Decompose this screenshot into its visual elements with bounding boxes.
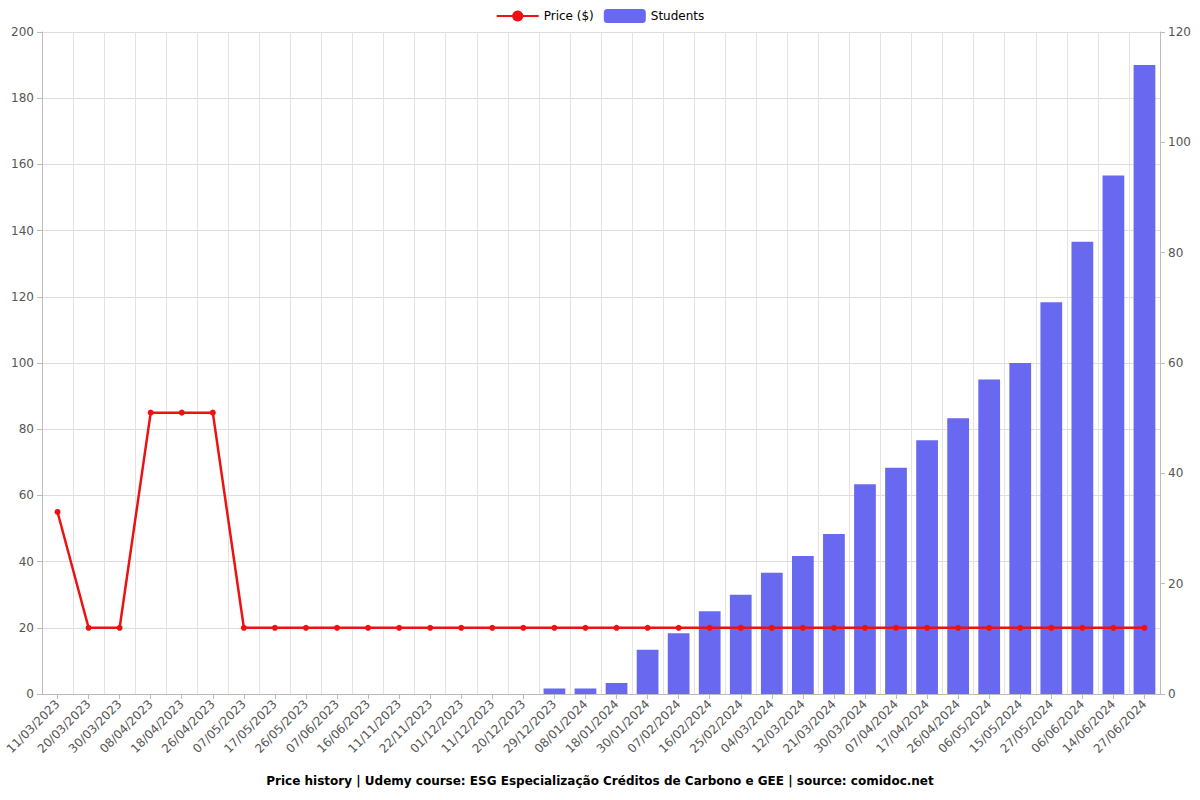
svg-text:80: 80 [1168,246,1183,260]
svg-text:11/12/2023: 11/12/2023 [438,697,498,756]
svg-text:18/01/2024: 18/01/2024 [562,697,622,756]
svg-text:30/03/2024: 30/03/2024 [811,697,870,756]
svg-text:20: 20 [1168,577,1183,591]
svg-text:07/04/2024: 07/04/2024 [842,697,901,756]
svg-text:06/05/2024: 06/05/2024 [935,697,995,756]
svg-text:25/02/2024: 25/02/2024 [687,697,746,756]
svg-text:08/04/2023: 08/04/2023 [96,697,156,756]
svg-text:120: 120 [1168,25,1191,39]
svg-text:20/12/2023: 20/12/2023 [469,697,529,756]
svg-text:27/06/2024: 27/06/2024 [1091,697,1150,756]
svg-text:200: 200 [11,25,34,39]
svg-text:22/11/2023: 22/11/2023 [376,697,436,756]
svg-text:07/06/2023: 07/06/2023 [283,697,342,756]
svg-text:06/06/2024: 06/06/2024 [1028,697,1088,756]
svg-text:100: 100 [11,356,34,370]
svg-text:26/04/2023: 26/04/2023 [159,697,218,756]
svg-text:07/02/2024: 07/02/2024 [624,697,684,756]
svg-text:18/04/2023: 18/04/2023 [128,697,187,756]
svg-text:14/06/2024: 14/06/2024 [1059,697,1119,756]
svg-text:16/02/2024: 16/02/2024 [655,697,715,756]
svg-text:60: 60 [19,488,34,502]
svg-text:29/12/2023: 29/12/2023 [500,697,560,756]
svg-text:20/03/2023: 20/03/2023 [34,697,94,756]
svg-text:40: 40 [1168,466,1183,480]
svg-text:Students: Students [651,9,705,23]
svg-text:30/03/2023: 30/03/2023 [65,697,125,756]
svg-text:07/05/2023: 07/05/2023 [190,697,249,756]
svg-text:01/12/2023: 01/12/2023 [407,697,467,756]
svg-text:Price ($): Price ($) [544,9,594,23]
svg-text:100: 100 [1168,135,1191,149]
svg-text:17/04/2024: 17/04/2024 [873,697,932,756]
svg-text:0: 0 [26,687,34,701]
svg-text:0: 0 [1168,687,1176,701]
svg-text:180: 180 [11,91,34,105]
svg-text:11/11/2023: 11/11/2023 [345,697,405,756]
svg-text:16/06/2023: 16/06/2023 [314,697,373,756]
svg-text:40: 40 [19,555,34,569]
svg-text:12/03/2024: 12/03/2024 [749,697,808,756]
svg-text:60: 60 [1168,356,1183,370]
svg-text:160: 160 [11,157,34,171]
svg-text:21/03/2024: 21/03/2024 [780,697,839,756]
svg-text:27/05/2024: 27/05/2024 [997,697,1057,756]
svg-text:120: 120 [11,290,34,304]
svg-text:140: 140 [11,224,34,238]
svg-text:26/04/2024: 26/04/2024 [904,697,964,756]
svg-text:20: 20 [19,621,34,635]
svg-text:26/05/2023: 26/05/2023 [252,697,311,756]
svg-text:80: 80 [19,422,34,436]
svg-text:Price history | Udemy course:: Price history | Udemy course: ESG Especi… [266,774,934,788]
svg-text:15/05/2024: 15/05/2024 [966,697,1026,756]
svg-text:08/01/2024: 08/01/2024 [531,697,591,756]
svg-text:30/01/2024: 30/01/2024 [593,697,653,756]
svg-text:11/03/2023: 11/03/2023 [3,697,63,756]
svg-text:04/03/2024: 04/03/2024 [718,697,777,756]
svg-text:17/05/2023: 17/05/2023 [221,697,280,756]
